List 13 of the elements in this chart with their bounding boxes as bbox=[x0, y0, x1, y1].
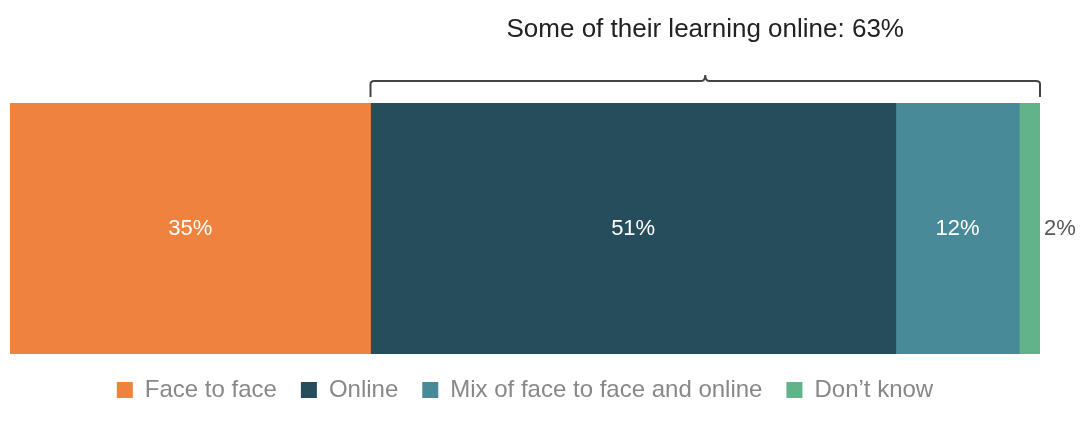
legend-label: Face to face bbox=[144, 374, 277, 402]
data-label: 2% bbox=[1044, 214, 1076, 240]
bar bbox=[10, 103, 371, 354]
data-label: 35% bbox=[168, 214, 213, 240]
bar bbox=[895, 103, 1020, 354]
bar bbox=[370, 103, 897, 354]
data-label: 51% bbox=[611, 214, 656, 240]
text: Some of their learning online: 63% bbox=[506, 13, 904, 44]
legend-label: Online bbox=[328, 374, 399, 402]
bar bbox=[1019, 103, 1040, 354]
legend-label: Don’t know bbox=[814, 374, 934, 402]
data-label: 12% bbox=[935, 214, 980, 240]
legend-label: Mix of face to face and online bbox=[450, 374, 763, 402]
